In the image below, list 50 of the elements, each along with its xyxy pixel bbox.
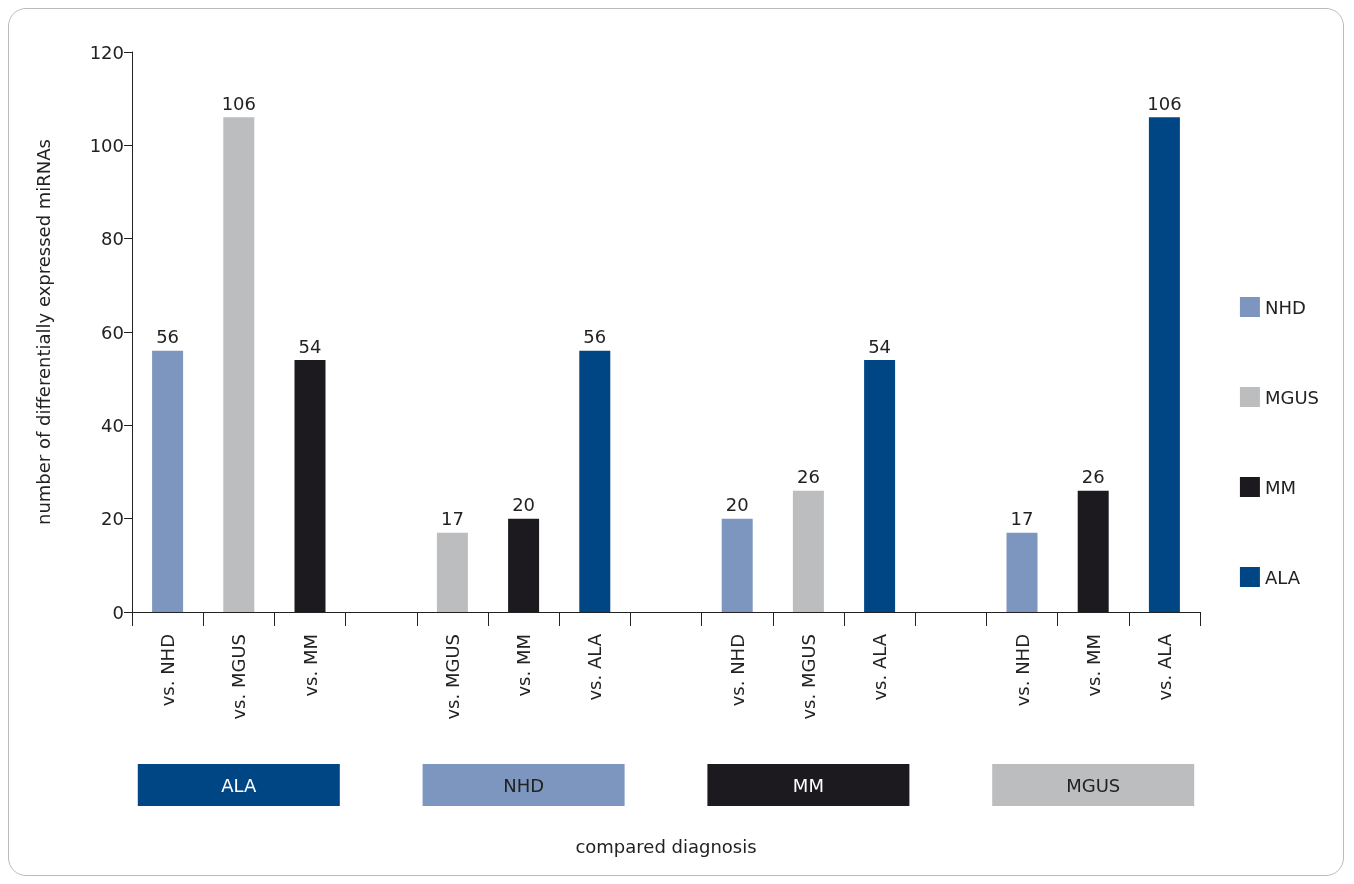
x-tick-label: vs. ALA (1153, 633, 1175, 701)
x-tick-label: vs. MGUS (228, 634, 250, 720)
bar (1006, 532, 1038, 612)
data-label: 20 (725, 494, 749, 516)
bar (1148, 117, 1180, 612)
y-axis-title: number of differentially expressed miRNAs (32, 139, 54, 525)
x-tick-label: vs. MM (1082, 634, 1104, 697)
bar (223, 117, 255, 612)
y-tick-label: 0 (112, 601, 124, 623)
legend-label: NHD (1264, 296, 1306, 318)
data-label: 26 (1081, 466, 1105, 488)
y-tick-label: 80 (101, 228, 124, 250)
x-tick-label: vs. MM (513, 634, 535, 697)
text: MM (792, 774, 824, 796)
bar (152, 350, 184, 612)
text: NHD (503, 774, 545, 796)
x-tick-label: vs. NHD (726, 634, 748, 707)
x-tick-label: vs. NHD (157, 634, 179, 707)
bar (721, 518, 753, 612)
data-label: 54 (868, 335, 892, 357)
text: compared diagnosis (575, 835, 757, 857)
x-tick-label: vs. MGUS (797, 634, 819, 720)
bar (864, 360, 896, 612)
bar (436, 532, 468, 612)
x-tick-label: vs. ALA (869, 633, 891, 701)
data-label: 106 (221, 92, 256, 114)
data-label: 56 (583, 326, 607, 348)
legend-label: ALA (1264, 566, 1301, 588)
bar (792, 490, 824, 612)
data-label: 26 (796, 466, 820, 488)
bar (579, 350, 611, 612)
x-tick-label: vs. ALA (584, 633, 606, 701)
data-label: 17 (1010, 508, 1034, 530)
text: MGUS (1066, 774, 1121, 796)
data-label: 54 (298, 335, 322, 357)
x-tick-label: vs. MM (299, 634, 321, 697)
data-label: 20 (512, 494, 536, 516)
y-tick-label: 100 (89, 134, 124, 156)
legend-label: MM (1264, 476, 1296, 498)
y-tick-label: 120 (89, 41, 124, 63)
y-tick-label: 20 (101, 508, 124, 530)
data-label: 17 (440, 508, 464, 530)
legend-label: MGUS (1264, 386, 1320, 408)
x-tick-label: vs. MGUS (441, 634, 463, 720)
y-tick-label: 40 (101, 414, 124, 436)
text: ALA (221, 774, 258, 796)
y-tick-label: 60 (101, 321, 124, 343)
x-tick-label: vs. NHD (1011, 634, 1033, 707)
data-label: 56 (156, 326, 180, 348)
data-label: 106 (1147, 92, 1182, 114)
